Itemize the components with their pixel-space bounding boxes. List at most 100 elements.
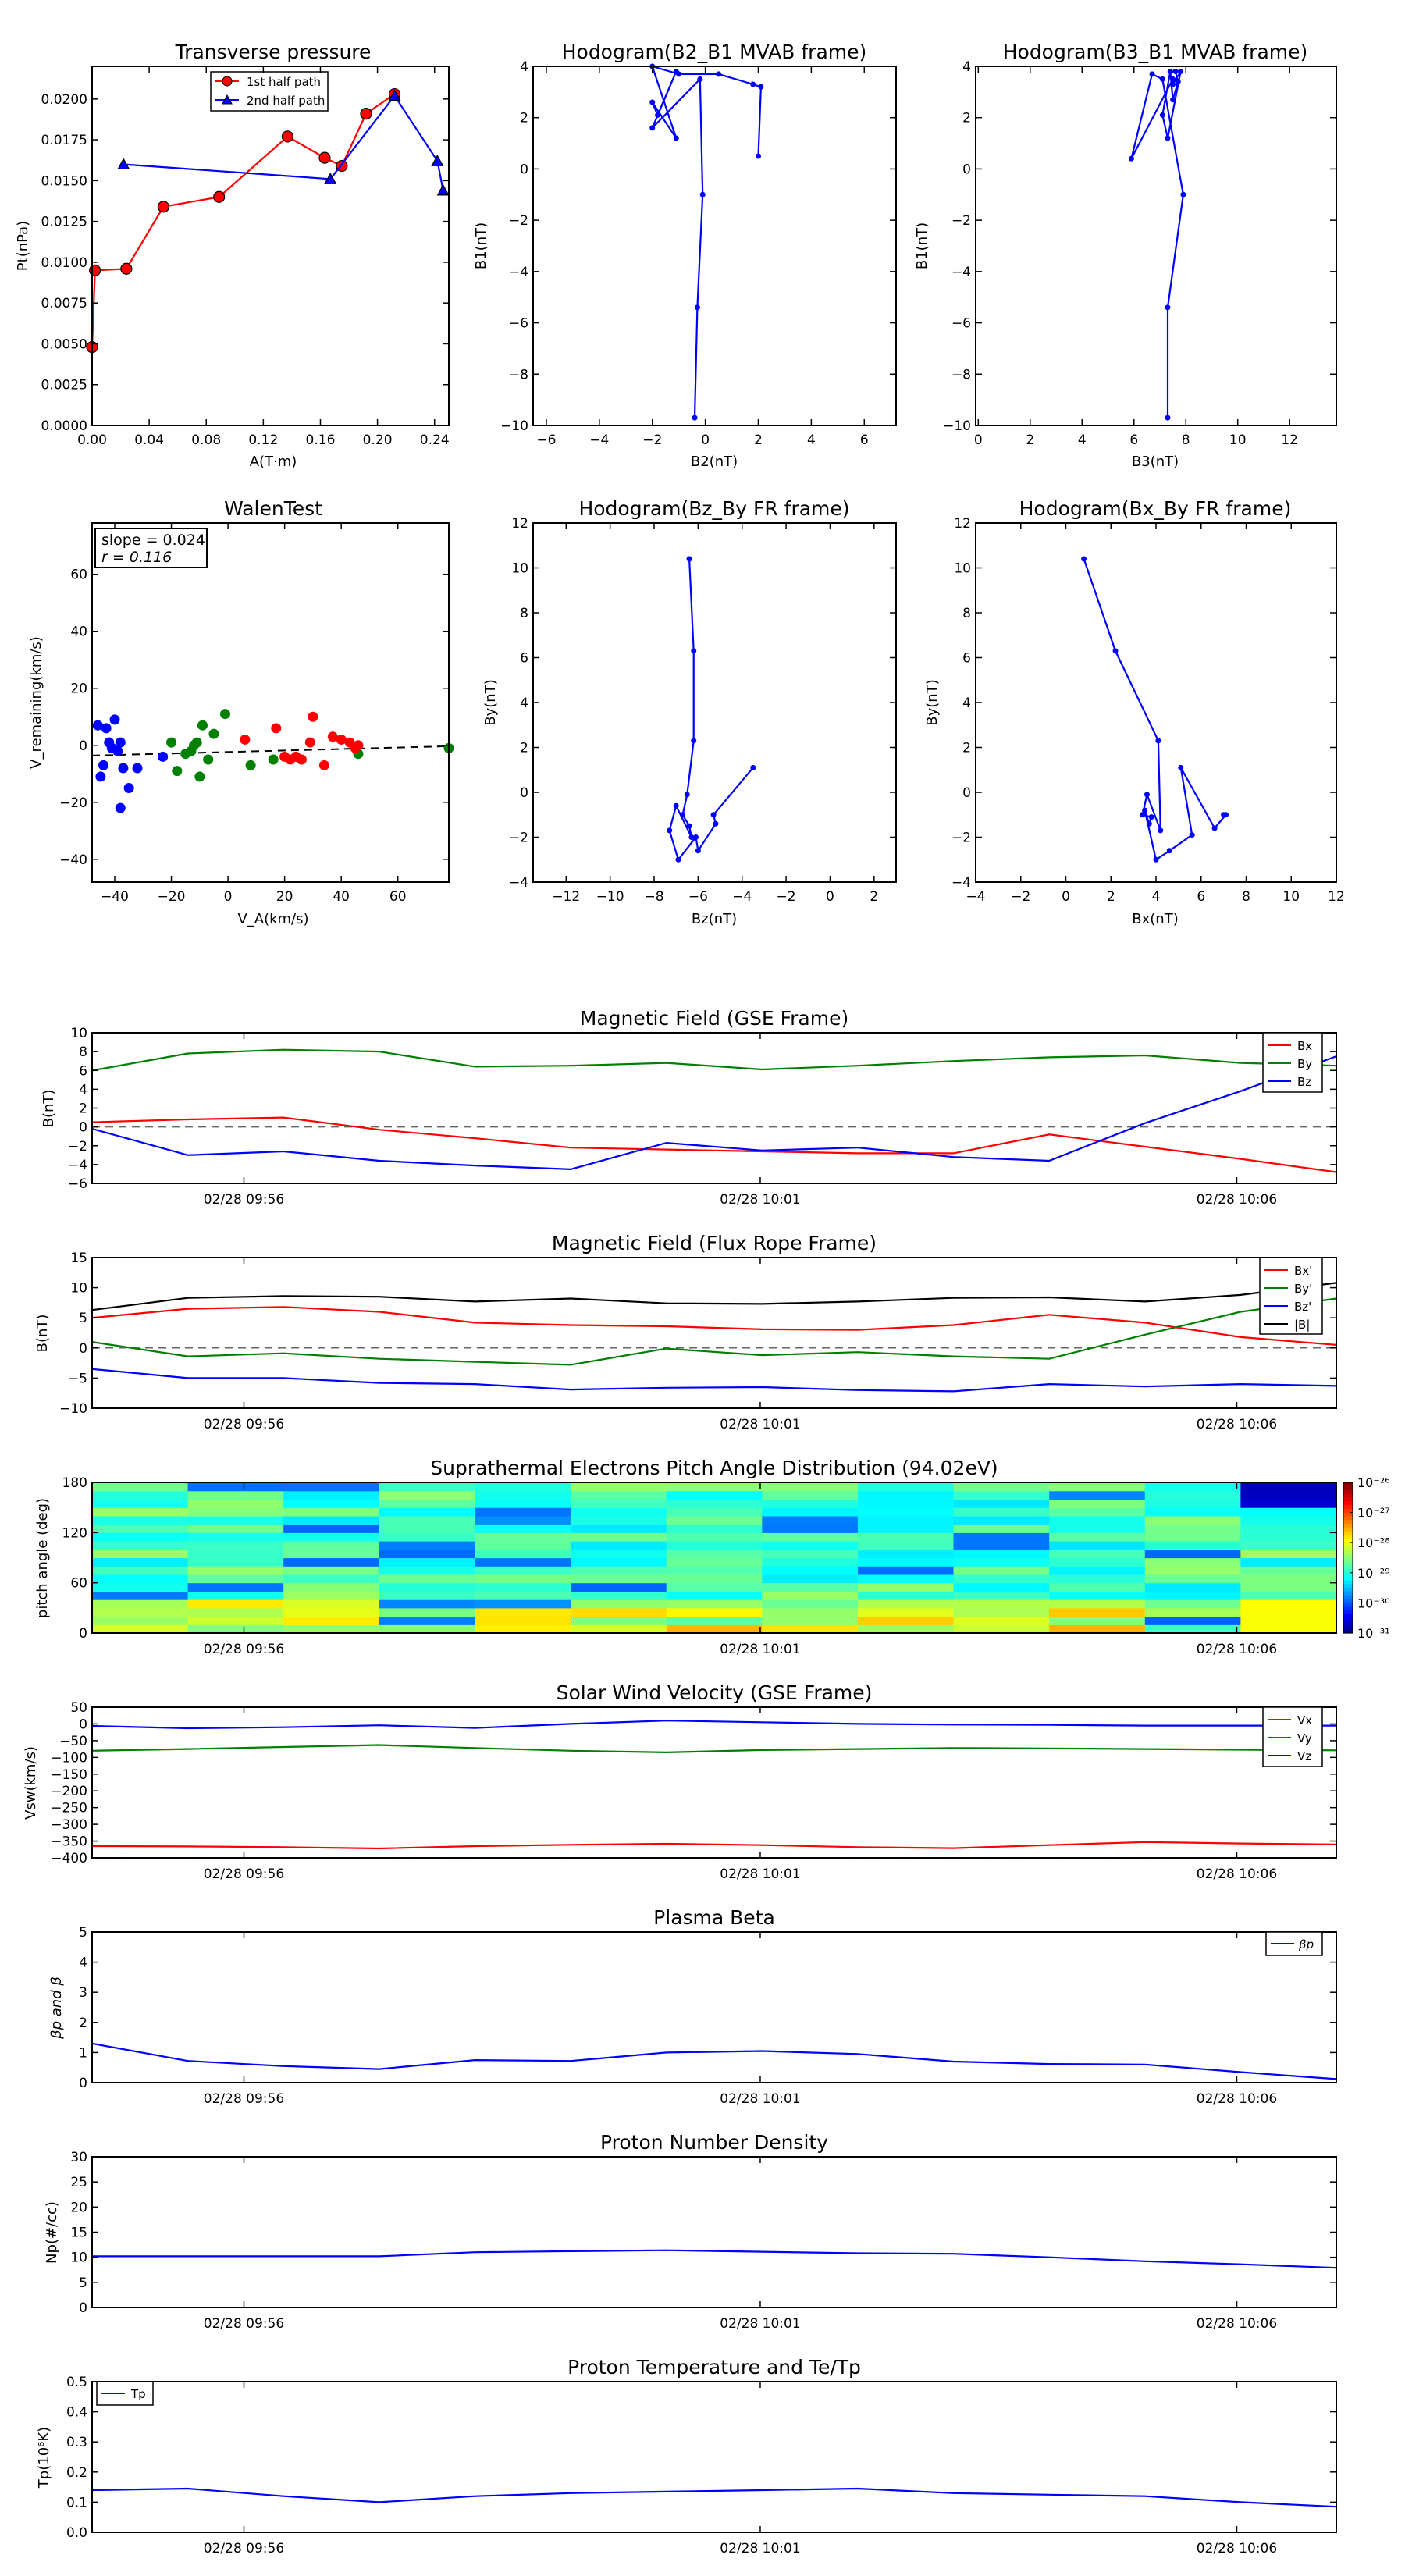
- xtick-label-hodo_bzby: −6: [688, 889, 708, 905]
- hodogram-point: [756, 153, 762, 159]
- heatmap-cell: [379, 1490, 475, 1500]
- heatmap-cell: [953, 1566, 1050, 1575]
- heatmap-cell: [1049, 1616, 1146, 1625]
- xtick-label-walen: 60: [389, 889, 407, 905]
- walen-point-green: [208, 728, 219, 739]
- heatmap-cell: [379, 1607, 475, 1617]
- ytick-label-hodo_bzby: 8: [520, 606, 528, 621]
- heatmap-cell: [666, 1499, 763, 1508]
- heatmap-cell: [762, 1549, 859, 1559]
- ytick-label-beta: 0: [79, 2076, 87, 2091]
- colorbar-segment: [1343, 1553, 1353, 1559]
- title-walen: WalenTest: [224, 497, 322, 520]
- ytick-label-vsw: −150: [51, 1767, 87, 1783]
- heatmap-cell: [1049, 1591, 1146, 1600]
- heatmap-cell: [1240, 1549, 1337, 1559]
- colorbar-segment: [1343, 1572, 1353, 1578]
- heatmap-cell: [762, 1582, 859, 1592]
- time-tick-label-beta: 02/28 10:01: [720, 2091, 800, 2107]
- ytick-label-transverse: 0.0200: [41, 92, 87, 108]
- hodogram-line-hodo_b3b1: [1130, 71, 1185, 418]
- heatmap-cell: [187, 1607, 284, 1617]
- walen-point-blue: [95, 771, 106, 782]
- ylabel-hodo-bzby: By(nT): [482, 679, 499, 725]
- colorbar-segment: [1343, 1595, 1353, 1600]
- hodogram-point: [649, 99, 656, 105]
- title-hodo-b3b1: Hodogram(B3_B1 MVAB frame): [1003, 41, 1308, 63]
- heatmap-cell: [1144, 1507, 1241, 1517]
- heatmap-cell: [953, 1541, 1050, 1550]
- point-first-half: [89, 264, 101, 276]
- xtick-label-hodo_b2b1: −4: [589, 432, 609, 448]
- xtick-label-hodo_bxby: 4: [1152, 889, 1161, 905]
- hodogram-point: [655, 112, 661, 118]
- heatmap-cell: [92, 1499, 189, 1508]
- heatmap-cell: [571, 1532, 667, 1542]
- hodogram-point: [1170, 76, 1176, 82]
- walen-point-blue: [109, 714, 120, 725]
- point-first-half: [360, 108, 372, 120]
- hodogram-point: [1148, 814, 1154, 820]
- heatmap-cell: [953, 1507, 1050, 1517]
- heatmap-cell: [92, 1507, 189, 1517]
- hodogram-point: [1142, 807, 1148, 813]
- xtick-label-hodo_bzby: −8: [644, 889, 663, 905]
- heatmap-cell: [92, 1482, 189, 1492]
- heatmap-cell: [1240, 1532, 1337, 1542]
- heatmap-cell: [379, 1599, 475, 1609]
- xtick-label-hodo_b3b1: 0: [974, 432, 983, 448]
- ytick-label-np: 25: [70, 2175, 87, 2190]
- ytick-label-vsw: −50: [59, 1734, 87, 1749]
- ytick-label-transverse: 0.0125: [41, 215, 87, 230]
- xtick-label-hodo_b3b1: 10: [1229, 432, 1247, 448]
- heatmap-cell: [475, 1557, 571, 1567]
- heatmap-cell: [571, 1607, 667, 1617]
- heatmap-cell: [379, 1482, 475, 1492]
- heatmap-cell: [187, 1490, 284, 1500]
- time-tick-label-np: 02/28 09:56: [204, 2316, 284, 2332]
- heatmap-cell: [857, 1549, 955, 1559]
- heatmap-cell: [1144, 1532, 1241, 1542]
- heatmap-cell: [379, 1624, 475, 1634]
- heatmap-cell: [283, 1532, 380, 1542]
- title-beta: Plasma Beta: [653, 1906, 775, 1929]
- xtick-label-transverse: 0.12: [248, 432, 278, 448]
- walen-point-red: [318, 760, 329, 770]
- heatmap-cell: [475, 1566, 571, 1575]
- xtick-label-hodo_bzby: −2: [777, 889, 796, 905]
- ytick-label-hodo_bxby: 8: [962, 606, 971, 621]
- ytick-label-bgse: 6: [79, 1063, 87, 1079]
- ylabel-beta: βp and β: [48, 1976, 65, 2040]
- heatmap-cell: [1240, 1515, 1337, 1525]
- heatmap-cell: [475, 1515, 571, 1525]
- heatmap-cell: [1049, 1507, 1146, 1517]
- ylabel-hodo-b2b1: B1(nT): [473, 222, 489, 269]
- colorbar-segment: [1343, 1489, 1353, 1495]
- heatmap-cell: [953, 1515, 1050, 1525]
- ytick-label-vsw: 50: [70, 1700, 87, 1716]
- heatmap-cell: [1240, 1591, 1337, 1600]
- heatmap-cell: [283, 1574, 380, 1584]
- heatmap-cell: [762, 1607, 859, 1617]
- heatmap-cell: [187, 1499, 284, 1508]
- axes-frame-pad: [91, 1482, 1337, 1634]
- heatmap-cell: [571, 1574, 667, 1584]
- xtick-label-hodo_b2b1: −2: [642, 432, 662, 448]
- hodogram-point: [686, 556, 692, 562]
- walen-point-blue: [92, 720, 103, 731]
- hodogram-point: [1175, 79, 1181, 85]
- title-hodo-bxby: Hodogram(Bx_By FR frame): [1019, 497, 1292, 520]
- heatmap-cell: [571, 1490, 667, 1500]
- colorbar-segment: [1343, 1629, 1353, 1634]
- heatmap-cell: [1144, 1557, 1241, 1567]
- hodogram-point: [676, 71, 682, 77]
- heatmap-cell: [762, 1507, 859, 1517]
- heatmap-cell: [1049, 1549, 1146, 1559]
- xtick-label-transverse: 0.16: [306, 432, 336, 448]
- ytick-label-hodo_b2b1: −8: [509, 367, 528, 382]
- heatmap-cell: [1240, 1490, 1337, 1500]
- heatmap-cell: [92, 1557, 189, 1567]
- ytick-label-tp: 0.1: [66, 2495, 87, 2510]
- heatmap-cell: [475, 1482, 571, 1492]
- heatmap-cell: [762, 1566, 859, 1575]
